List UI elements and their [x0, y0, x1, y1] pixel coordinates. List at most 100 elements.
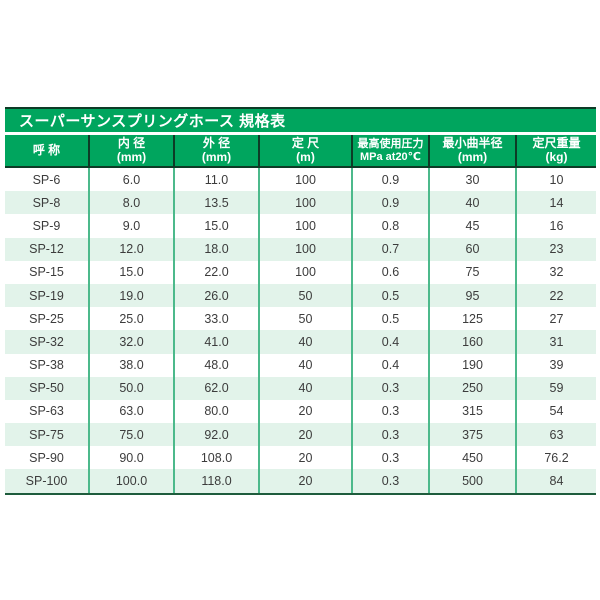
value-cell: 48.0 [173, 353, 258, 377]
value-cell: 0.5 [351, 283, 428, 308]
value-cell: 39 [515, 353, 596, 377]
value-cell: 40 [258, 353, 351, 377]
value-cell: 8.0 [88, 191, 173, 215]
table-header-row: 呼 称 内 径 (mm) 外 径 (mm) 定 尺 (m) 最高使用圧力 MPa at20℃ 最小… [5, 135, 596, 168]
value-cell: 80.0 [173, 399, 258, 424]
value-cell: 23 [515, 237, 596, 261]
value-cell: 84 [515, 469, 596, 493]
value-cell: 40 [258, 376, 351, 400]
value-cell: 0.6 [351, 260, 428, 284]
value-cell: 15.0 [173, 214, 258, 238]
title-divider [5, 132, 596, 135]
row-name-cell: SP-75 [29, 427, 64, 442]
value-cell: 0.9 [351, 191, 428, 215]
table-row: SP-19 19.0 26.0 50 0.5 95 22 [5, 283, 596, 308]
value-cell: 26.0 [173, 283, 258, 308]
value-cell: 50 [258, 307, 351, 331]
value-cell: 11.0 [173, 168, 258, 192]
value-cell: 76.2 [515, 446, 596, 470]
value-cell: 0.3 [351, 376, 428, 400]
value-cell: 0.7 [351, 237, 428, 261]
value-cell: 108.0 [173, 446, 258, 470]
value-cell: 100 [258, 214, 351, 238]
value-cell: 95 [428, 283, 515, 308]
value-cell: 6.0 [88, 168, 173, 192]
value-cell: 100 [258, 237, 351, 261]
value-cell: 22.0 [173, 260, 258, 284]
value-cell: 75 [428, 260, 515, 284]
value-cell: 0.4 [351, 330, 428, 354]
row-name-cell: SP-19 [29, 288, 64, 303]
value-cell: 0.3 [351, 423, 428, 447]
value-cell: 38.0 [88, 353, 173, 377]
column-header-4: 最高使用圧力 MPa at20℃ [351, 135, 428, 166]
value-cell: 12.0 [88, 237, 173, 261]
column-header-1: 内 径 (mm) [88, 135, 173, 166]
value-cell: 125 [428, 307, 515, 331]
row-name-cell: SP-38 [29, 358, 64, 373]
value-cell: 90.0 [88, 446, 173, 470]
table-row: SP-12 12.0 18.0 100 0.7 60 23 [5, 237, 596, 261]
row-name-cell: SP-90 [29, 450, 64, 465]
value-cell: 18.0 [173, 237, 258, 261]
value-cell: 40 [258, 330, 351, 354]
row-name-cell: SP-6 [32, 172, 61, 187]
table-row: SP-6 6.0 11.0 100 0.9 30 10 [5, 168, 596, 192]
row-name-cell: SP-63 [29, 404, 64, 419]
table-row: SP-15 15.0 22.0 100 0.6 75 32 [5, 260, 596, 284]
column-header-3: 定 尺 (m) [258, 135, 351, 166]
value-cell: 30 [428, 168, 515, 192]
value-cell: 33.0 [173, 307, 258, 331]
value-cell: 45 [428, 214, 515, 238]
table-row: SP-25 25.0 33.0 50 0.5 125 27 [5, 307, 596, 331]
value-cell: 14 [515, 191, 596, 215]
hose-spec-table: スーパーサンスプリングホース 規格表 呼 称 内 径 (mm) 外 径 (mm) 定 尺(… [5, 107, 596, 495]
value-cell: 0.8 [351, 214, 428, 238]
value-cell: 41.0 [173, 330, 258, 354]
value-cell: 32.0 [88, 330, 173, 354]
value-cell: 0.5 [351, 307, 428, 331]
value-cell: 160 [428, 330, 515, 354]
value-cell: 0.3 [351, 446, 428, 470]
value-cell: 0.3 [351, 399, 428, 424]
column-header-5: 最小曲半径 (mm) [428, 135, 515, 166]
value-cell: 20 [258, 423, 351, 447]
value-cell: 31 [515, 330, 596, 354]
value-cell: 0.9 [351, 168, 428, 192]
value-cell: 50 [258, 283, 351, 308]
value-cell: 59 [515, 376, 596, 400]
row-name-cell: SP-50 [29, 381, 64, 396]
value-cell: 16 [515, 214, 596, 238]
value-cell: 92.0 [173, 423, 258, 447]
row-name-cell: SP-15 [29, 265, 64, 280]
value-cell: 20 [258, 446, 351, 470]
value-cell: 20 [258, 469, 351, 493]
value-cell: 60 [428, 237, 515, 261]
value-cell: 63.0 [88, 399, 173, 424]
table-row: SP-38 38.0 48.0 40 0.4 190 39 [5, 353, 596, 377]
table-row: SP-9 9.0 15.0 100 0.8 45 16 [5, 214, 596, 238]
row-name-cell: SP-25 [29, 311, 64, 326]
value-cell: 10 [515, 168, 596, 192]
table-row: SP-100 100.0 118.0 20 0.3 500 84 [5, 469, 596, 493]
value-cell: 75.0 [88, 423, 173, 447]
table-row: SP-75 75.0 92.0 20 0.3 375 63 [5, 423, 596, 447]
value-cell: 27 [515, 307, 596, 331]
row-name-cell: SP-8 [32, 195, 61, 210]
table-body: SP-6 6.0 11.0 100 0.9 30 10 SP-8 8.0 13.5 100 0.9 40… [5, 168, 596, 495]
value-cell: 500 [428, 469, 515, 493]
table-title-bar: スーパーサンスプリングホース 規格表 [5, 107, 596, 132]
column-header-0: 呼 称 [32, 142, 61, 157]
value-cell: 54 [515, 399, 596, 424]
value-cell: 0.4 [351, 353, 428, 377]
row-name-cell: SP-9 [32, 218, 61, 233]
value-cell: 32 [515, 260, 596, 284]
value-cell: 50.0 [88, 376, 173, 400]
value-cell: 315 [428, 399, 515, 424]
value-cell: 22 [515, 283, 596, 308]
value-cell: 63 [515, 423, 596, 447]
value-cell: 375 [428, 423, 515, 447]
value-cell: 0.3 [351, 469, 428, 493]
value-cell: 9.0 [88, 214, 173, 238]
column-header-6: 定尺重量 (kg) [515, 135, 596, 166]
